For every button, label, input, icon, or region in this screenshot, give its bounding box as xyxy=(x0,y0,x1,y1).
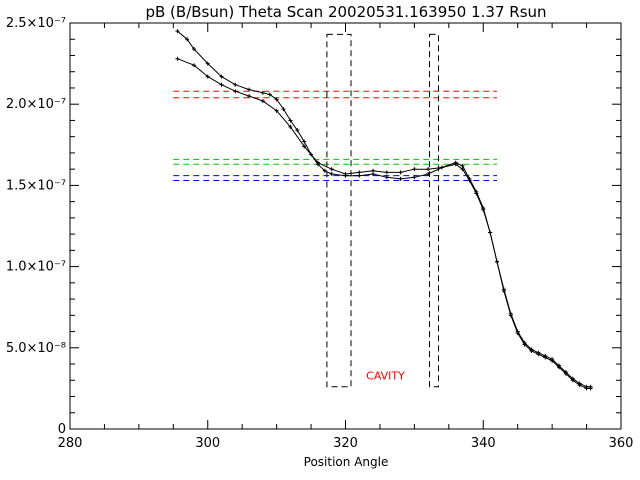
data-point xyxy=(315,160,320,165)
data-point xyxy=(329,172,334,177)
plot-frame xyxy=(69,22,622,430)
y-tick-label: 2.0×10⁻⁷ xyxy=(6,97,66,112)
data-point xyxy=(384,175,389,180)
data-point xyxy=(460,163,465,168)
data-point xyxy=(322,168,327,173)
y-tick-label: 1.0×10⁻⁷ xyxy=(6,260,66,275)
data-point xyxy=(474,189,479,194)
data-point xyxy=(281,107,286,112)
data-point xyxy=(563,370,568,375)
data-point xyxy=(570,376,575,381)
data-point xyxy=(467,176,472,181)
data-point xyxy=(426,172,431,177)
data-point xyxy=(412,167,417,172)
y-axis: 0 5.0×10⁻⁸ 1.0×10⁻⁷ 1.5×10⁻⁷ 2.0×10⁻⁷ 2.5×10⁻… xyxy=(6,16,621,437)
data-point xyxy=(501,287,506,292)
plot-area: CAVITY xyxy=(69,22,622,430)
x-tick-label: 340 xyxy=(471,436,496,451)
data-point xyxy=(205,74,210,79)
data-point xyxy=(288,118,293,123)
data-point xyxy=(274,97,279,102)
data-point xyxy=(205,61,210,66)
data-point xyxy=(481,206,486,211)
dashed-box xyxy=(326,33,352,388)
series-line xyxy=(177,30,591,389)
data-point xyxy=(536,350,541,355)
data-point xyxy=(191,63,196,68)
series-line xyxy=(177,58,591,388)
x-axis-label: Position Angle xyxy=(304,455,389,469)
data-point xyxy=(175,29,180,34)
data-point xyxy=(453,160,458,165)
cavity-annotation: CAVITY xyxy=(366,370,405,383)
data-point xyxy=(550,357,555,362)
data-point xyxy=(267,92,272,97)
data-point xyxy=(398,170,403,175)
data-point xyxy=(274,108,279,113)
data-point xyxy=(247,87,252,92)
data-point xyxy=(384,170,389,175)
data-point xyxy=(588,384,593,389)
x-tick-label: 280 xyxy=(58,436,83,451)
x-tick-label: 360 xyxy=(609,436,634,451)
data-point xyxy=(508,311,513,316)
data-point xyxy=(557,363,562,368)
data-point xyxy=(260,98,265,103)
y-tick-label: 2.5×10⁻⁷ xyxy=(6,16,66,31)
data-point xyxy=(515,329,520,334)
data-point xyxy=(343,172,348,177)
data-point xyxy=(529,347,534,352)
data-point xyxy=(219,74,224,79)
data-point xyxy=(577,381,582,386)
y-tick-label: 5.0×10⁻⁸ xyxy=(6,341,66,356)
data-point xyxy=(260,90,265,95)
data-point xyxy=(219,82,224,87)
data-point xyxy=(439,165,444,170)
data-point xyxy=(371,168,376,173)
data-point xyxy=(233,82,238,87)
data-point xyxy=(543,353,548,358)
data-point xyxy=(175,56,180,61)
data-point xyxy=(302,144,307,149)
data-point xyxy=(412,175,417,180)
data-point xyxy=(185,37,190,42)
data-point xyxy=(233,89,238,94)
data-point xyxy=(488,230,493,235)
y-tick-label: 1.5×10⁻⁷ xyxy=(6,178,66,193)
data-point xyxy=(247,94,252,99)
data-point xyxy=(191,46,196,51)
data-point xyxy=(288,124,293,129)
data-point xyxy=(398,176,403,181)
y-tick-label: 0 xyxy=(58,422,66,437)
chart-title: pB (B/Bsun) Theta Scan 20020531.163950 1… xyxy=(145,3,546,21)
data-point xyxy=(329,167,334,172)
data-point xyxy=(426,167,431,172)
data-point xyxy=(295,128,300,133)
data-point xyxy=(584,384,589,389)
data-point xyxy=(302,139,307,144)
dashed-box xyxy=(429,33,439,388)
x-tick-label: 320 xyxy=(333,436,358,451)
data-point xyxy=(357,170,362,175)
x-axis: 280 300 320 340 360 xyxy=(58,23,634,451)
x-tick-label: 300 xyxy=(195,436,220,451)
data-point xyxy=(495,259,500,264)
data-point xyxy=(522,340,527,345)
